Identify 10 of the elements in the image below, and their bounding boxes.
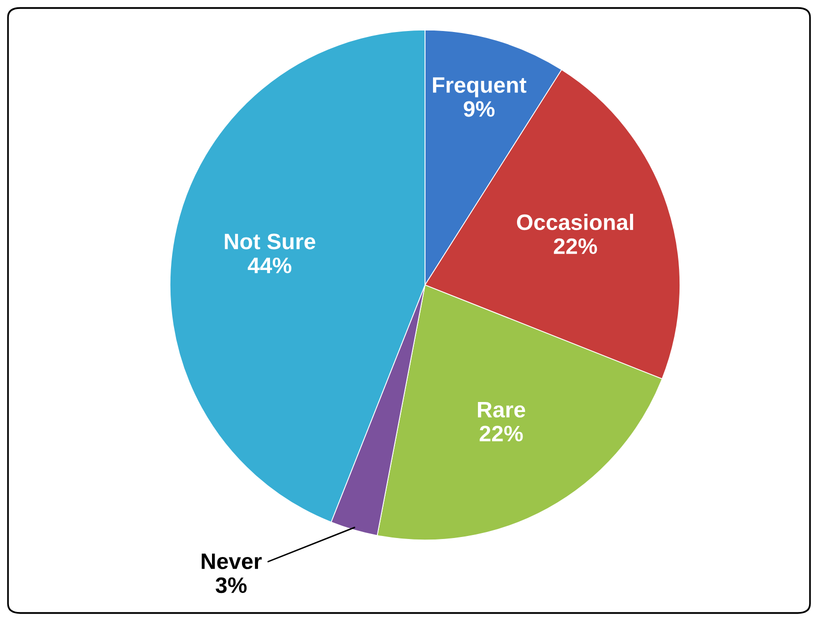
slice-label: Not Sure [224,234,316,250]
slice-label: Occasional [516,214,634,230]
data-label: 22% [554,238,598,254]
data-label: 3% [216,577,247,594]
slice-label: Frequent [433,77,526,98]
data-label: 22% [480,426,523,442]
slice-label: Rare [478,402,526,418]
data-label: 44% [248,258,292,274]
data-label: 9% [464,101,495,117]
slice-label: Never [202,554,262,570]
